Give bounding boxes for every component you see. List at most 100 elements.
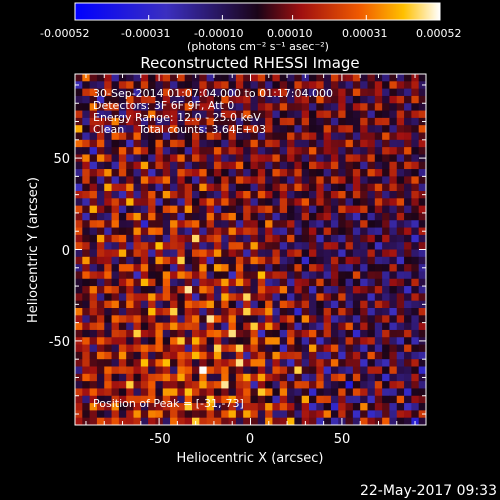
heatmap-cell [192, 227, 200, 236]
heatmap-cell [118, 271, 127, 280]
heatmap-cell [140, 366, 149, 375]
heatmap-cell [140, 161, 149, 170]
heatmap-cell [279, 395, 288, 404]
heatmap-cell [199, 315, 208, 324]
heatmap-cell [177, 410, 186, 419]
heatmap-cell [396, 154, 405, 163]
heatmap-cell [75, 308, 83, 316]
heatmap-cell [89, 198, 98, 207]
heatmap-cell [206, 205, 215, 214]
heatmap-cell [111, 337, 120, 345]
heatmap-cell [338, 169, 346, 177]
heatmap-cell [243, 95, 251, 104]
heatmap-cell [155, 205, 164, 214]
heatmap-cell [243, 154, 251, 163]
heatmap-cell [323, 139, 332, 148]
heatmap-cell [235, 271, 244, 280]
heatmap-cell [140, 205, 149, 214]
heatmap-cell [104, 249, 112, 258]
heatmap-cell [330, 373, 339, 382]
heatmap-cell [382, 351, 390, 360]
heatmap-cell [111, 242, 120, 250]
heatmap-cell [287, 88, 295, 97]
heatmap-cell [374, 183, 383, 192]
heatmap-cell [352, 322, 361, 331]
heatmap-cell [206, 359, 215, 367]
heatmap-cell [352, 154, 361, 163]
heatmap-cell [345, 74, 354, 82]
heatmap-cell [89, 388, 98, 397]
heatmap-cell [140, 88, 149, 97]
heatmap-cell [374, 395, 383, 404]
heatmap-cell [279, 381, 288, 389]
heatmap-cell [330, 95, 339, 104]
heatmap-cell [360, 110, 368, 119]
heatmap-cell [294, 220, 303, 228]
heatmap-cell [228, 278, 237, 287]
heatmap-cell [235, 278, 244, 287]
heatmap-cell [170, 410, 178, 419]
heatmap-cell [111, 286, 120, 294]
heatmap-cell [184, 74, 193, 82]
heatmap-cell [213, 337, 222, 345]
heatmap-cell [140, 264, 149, 272]
heatmap-cell [294, 95, 303, 104]
heatmap-cell [213, 74, 222, 82]
heatmap-cell [301, 322, 310, 331]
axis-ticks [75, 74, 426, 425]
heatmap-cell [309, 212, 317, 221]
heatmap-cell [330, 117, 339, 126]
heatmap-cell [360, 198, 368, 207]
heatmap-cell [104, 95, 112, 104]
heatmap-cell [272, 147, 281, 155]
heatmap-cell [257, 329, 266, 338]
heatmap-cell [177, 212, 186, 221]
heatmap-cell [126, 198, 134, 207]
heatmap-cell [418, 110, 426, 119]
heatmap-cell [272, 249, 281, 258]
heatmap-cell [89, 264, 98, 272]
heatmap-cell [235, 329, 244, 338]
heatmap-cell [272, 161, 281, 170]
heatmap-cell [411, 256, 420, 265]
heatmap-cell [96, 293, 105, 302]
heatmap-cell [228, 395, 237, 404]
heatmap-cell [177, 278, 186, 287]
heatmap-cell [272, 271, 281, 280]
heatmap-cell [323, 373, 332, 382]
heatmap-cell [316, 234, 325, 243]
heatmap-cell [257, 286, 266, 294]
heatmap-cell [133, 220, 142, 228]
heatmap-cell [367, 169, 376, 177]
heatmap-cell [272, 388, 281, 397]
heatmap-cell [75, 381, 83, 389]
heatmap-cell [228, 373, 237, 382]
heatmap-cell [374, 154, 383, 163]
heatmap-cell [309, 242, 317, 250]
heatmap-cell [250, 256, 259, 265]
heatmap-cell [345, 278, 354, 287]
heatmap-cell [89, 322, 98, 331]
heatmap-cell [192, 234, 200, 243]
heatmap-cell [133, 161, 142, 170]
heatmap-cell [301, 242, 310, 250]
heatmap-cell [170, 81, 178, 90]
heatmap-cell [389, 103, 398, 111]
heatmap-cell [345, 403, 354, 411]
heatmap-cell [89, 395, 98, 404]
heatmap-cell [148, 271, 156, 280]
heatmap-cell [177, 322, 186, 331]
heatmap-cell [89, 300, 98, 309]
heatmap-cell [140, 95, 149, 104]
heatmap-cell [96, 351, 105, 360]
heatmap-cell [411, 322, 420, 331]
heatmap-cell [389, 322, 398, 331]
heatmap-cell [126, 227, 134, 236]
heatmap-cell [309, 329, 317, 338]
heatmap-cell [418, 329, 426, 338]
heatmap-cell [309, 176, 317, 185]
heatmap-cell [396, 366, 405, 375]
heatmap-cell [104, 403, 112, 411]
heatmap-cell [75, 242, 83, 250]
heatmap-cell [411, 227, 420, 236]
